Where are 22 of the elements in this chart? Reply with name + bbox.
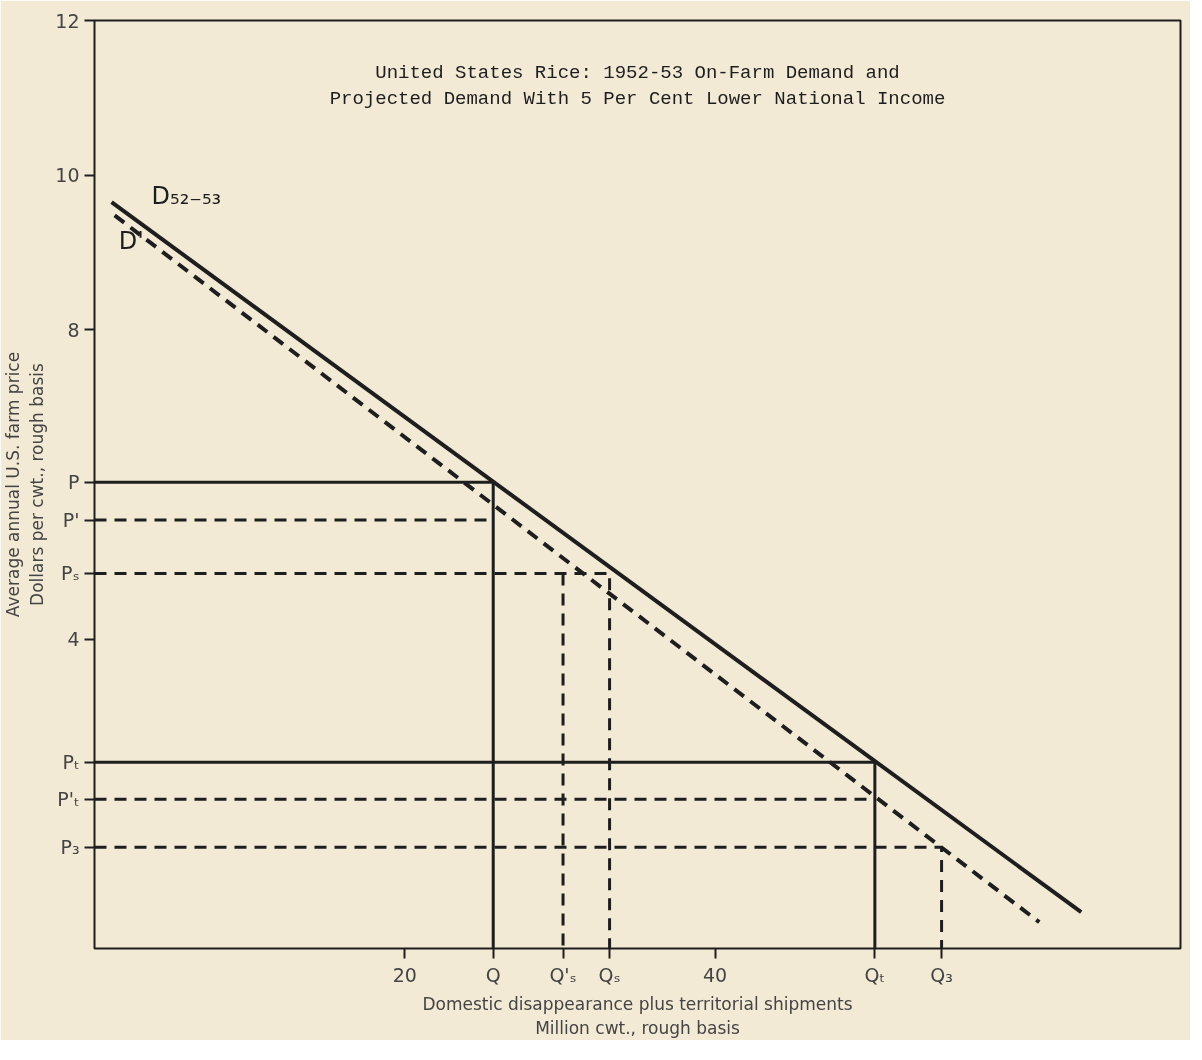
text: United States Rice: 1952-53 On-Farm Demand and Projected Demand With 5 Per Cent Lower National Income	[329, 62, 946, 111]
series-label: D'	[118, 227, 144, 256]
x-axis-title: Domestic disappearance plus territorial shipments Million cwt., rough basis	[422, 993, 853, 1038]
y-tick-label: P'ₜ	[57, 788, 80, 811]
x-tick-label: Qₛ	[598, 963, 621, 986]
y-tick-label: 12	[55, 9, 80, 32]
y-tick-label: Pₛ	[60, 562, 80, 585]
x-tick-label: Q'ₛ	[549, 963, 577, 986]
x-tick-label: Q₃	[930, 963, 953, 986]
y-axis-title: Average annual U.S. farm price Dollars per cwt., rough basis	[3, 351, 48, 618]
y-tick-label: 8	[67, 318, 80, 341]
x-tick-label: Qₜ	[864, 963, 886, 986]
y-tick-label: P	[68, 471, 80, 494]
x-tick-label: Q	[485, 963, 501, 986]
series-label: D₅₂₋₅₃	[151, 182, 222, 211]
x-tick-label: 40	[702, 963, 728, 986]
y-tick-label: 10	[55, 164, 80, 187]
y-tick-label: P'	[62, 509, 80, 532]
y-tick-label: Pₜ	[62, 751, 80, 774]
y-tick-label: P₃	[60, 836, 80, 859]
x-tick-label: 20	[392, 963, 417, 986]
y-tick-label: 4	[67, 628, 80, 651]
